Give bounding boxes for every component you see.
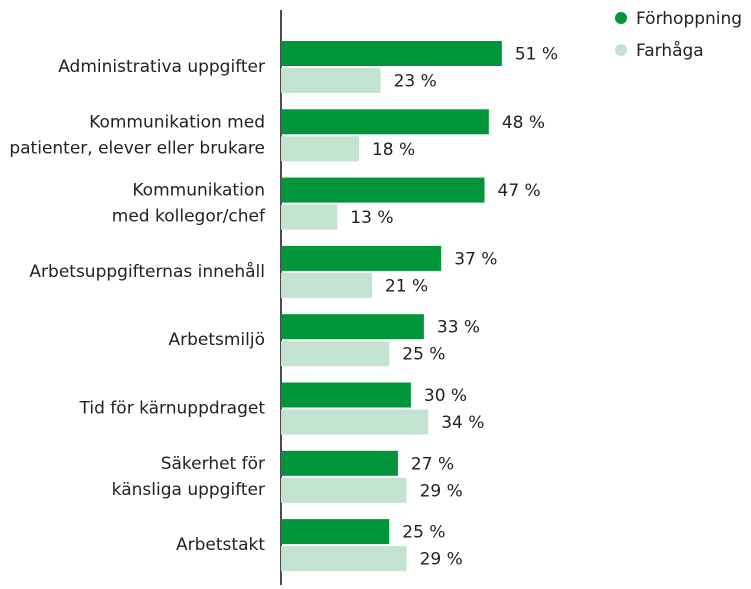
value-label: 51 % bbox=[515, 45, 558, 65]
category-label: Kommunikation med kollegor/chef bbox=[112, 181, 266, 227]
bar bbox=[281, 477, 407, 503]
value-label: 23 % bbox=[394, 72, 437, 92]
value-label: 25 % bbox=[402, 345, 445, 365]
bar bbox=[281, 204, 338, 230]
bar bbox=[281, 519, 390, 545]
bar bbox=[281, 409, 429, 435]
bar bbox=[281, 382, 411, 408]
value-label: 29 % bbox=[420, 481, 463, 501]
value-label: 47 % bbox=[498, 181, 541, 201]
value-label: 34 % bbox=[441, 413, 484, 433]
bar bbox=[281, 272, 372, 298]
value-label: 21 % bbox=[385, 276, 428, 296]
bar bbox=[281, 314, 424, 340]
category-label: Säkerhet för känsliga uppgifter bbox=[112, 454, 265, 500]
value-label: 25 % bbox=[402, 523, 445, 543]
category-label: Arbetstakt bbox=[176, 535, 265, 555]
legend-marker bbox=[615, 12, 627, 24]
bar bbox=[281, 341, 390, 367]
value-label: 27 % bbox=[411, 454, 454, 474]
bar bbox=[281, 177, 485, 203]
bar bbox=[281, 450, 398, 476]
value-label: 30 % bbox=[424, 386, 467, 406]
bar bbox=[281, 109, 489, 135]
bar bbox=[281, 68, 381, 93]
legend-label: Förhoppning bbox=[636, 9, 742, 29]
value-label: 13 % bbox=[350, 208, 393, 228]
bar bbox=[281, 136, 359, 162]
value-label: 18 % bbox=[372, 140, 415, 160]
legend-marker bbox=[615, 44, 627, 56]
category-label: Arbetsuppgifternas innehåll bbox=[29, 261, 265, 282]
value-label: 37 % bbox=[454, 249, 497, 269]
legend-label: Farhåga bbox=[636, 40, 704, 61]
value-label: 33 % bbox=[437, 318, 480, 338]
bar bbox=[281, 41, 502, 66]
category-label: Administrativa uppgifter bbox=[58, 57, 265, 77]
bar bbox=[281, 546, 407, 572]
bar bbox=[281, 245, 442, 271]
category-label: Tid för kärnuppdraget bbox=[79, 399, 266, 419]
value-label: 29 % bbox=[420, 550, 463, 570]
category-label: Kommunikation med patienter, elever eller… bbox=[9, 112, 265, 158]
value-label: 48 % bbox=[502, 113, 545, 133]
category-label: Arbetsmiljö bbox=[168, 330, 265, 350]
